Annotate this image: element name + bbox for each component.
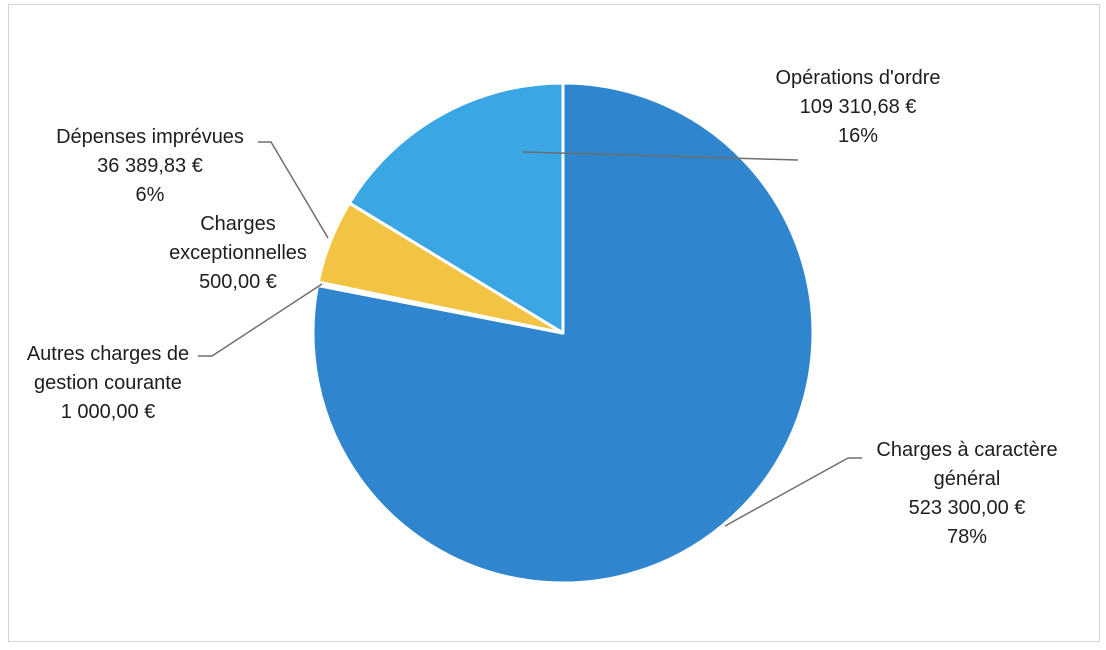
label-exceptionnelles-name-1: Charges	[200, 213, 276, 235]
label-generales-name-1: Charges à caractère	[876, 439, 1057, 461]
leader-line-operations	[522, 151, 799, 161]
label-exceptionnelles-name-2: exceptionnelles	[169, 242, 307, 264]
label-generales-percent: 78%	[947, 526, 987, 548]
pie-slice-4	[347, 81, 565, 335]
label-depenses-percent: 6%	[136, 184, 165, 206]
label-autres-name-1: Autres charges de	[27, 343, 189, 365]
label-exceptionnelles-value: 500,00 €	[199, 271, 277, 293]
label-operations-name: Opérations d'ordre	[775, 67, 940, 89]
label-autres-value: 1 000,00 €	[61, 401, 156, 423]
leader-line-generales	[724, 457, 862, 527]
label-autres-name-2: gestion courante	[34, 372, 182, 394]
label-depenses-name: Dépenses imprévues	[56, 126, 244, 148]
label-operations-percent: 16%	[838, 125, 878, 147]
label-depenses-value: 36 389,83 €	[97, 155, 203, 177]
label-operations-value: 109 310,68 €	[800, 96, 917, 118]
label-generales-value: 523 300,00 €	[909, 497, 1026, 519]
chart-frame	[8, 4, 1100, 642]
leader-line-autres	[198, 283, 323, 357]
label-generales-name-2: général	[934, 468, 1001, 490]
leader-line-depenses	[258, 141, 329, 239]
